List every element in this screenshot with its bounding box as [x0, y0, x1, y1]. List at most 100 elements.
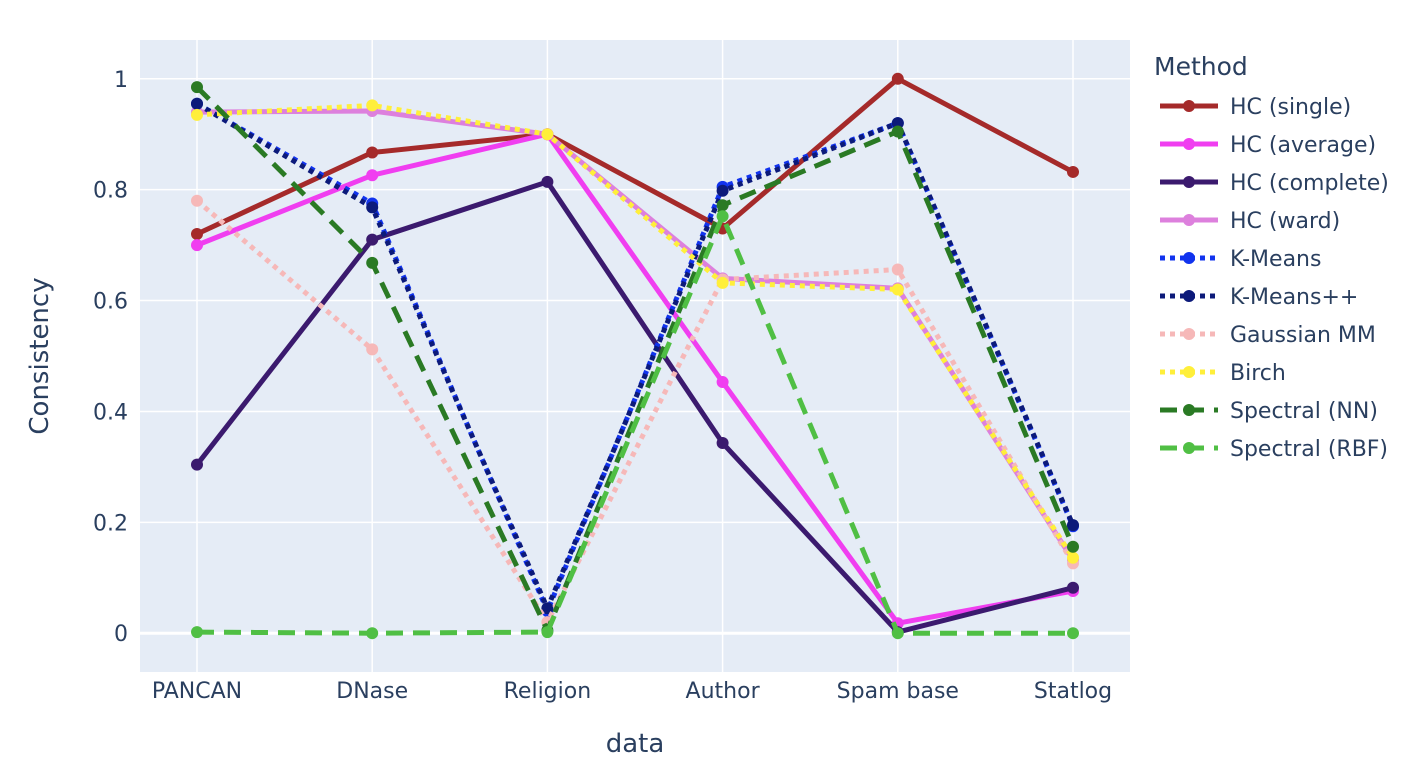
y-tick-label: 0.4	[93, 400, 128, 425]
series-line	[196, 213, 1073, 636]
plot-background	[140, 40, 1130, 672]
data-point	[366, 99, 379, 112]
data-point	[366, 146, 379, 159]
legend-swatch-marker	[1183, 100, 1195, 112]
legend-item: HC (ward)	[1160, 209, 1340, 234]
data-point	[891, 117, 904, 130]
legend-swatch-marker	[1183, 442, 1195, 454]
legend-label: HC (single)	[1230, 95, 1351, 120]
legend-label: HC (complete)	[1230, 171, 1389, 196]
legend-item: K-Means	[1160, 247, 1321, 272]
data-point	[1067, 627, 1079, 640]
legend-swatch-marker	[1183, 290, 1195, 302]
data-point	[1067, 165, 1079, 178]
data-point	[1067, 581, 1079, 594]
data-point	[891, 283, 904, 296]
data-point	[1067, 519, 1079, 532]
data-point	[541, 626, 554, 639]
data-point	[891, 263, 904, 276]
legend-label: HC (average)	[1230, 133, 1376, 158]
legend-item: Spectral (NN)	[1160, 399, 1378, 424]
x-axis-title: data	[606, 729, 665, 759]
data-point	[191, 108, 203, 121]
series-line	[196, 102, 1076, 560]
data-point	[1067, 540, 1079, 553]
data-point	[716, 199, 729, 212]
legend-item: HC (single)	[1160, 95, 1351, 120]
y-tick-label: 0.8	[93, 179, 128, 204]
data-point	[191, 626, 203, 639]
data-point	[891, 627, 904, 640]
legend-swatch-marker	[1183, 176, 1195, 188]
series-line	[195, 85, 1076, 633]
x-tick-label: PANCAN	[152, 679, 242, 704]
data-point	[191, 228, 203, 241]
x-axis-ticks: PANCAN DNase Religion Author Spam base Statlo…	[152, 679, 1112, 704]
legend-swatch-marker	[1183, 252, 1195, 264]
data-point	[191, 81, 203, 94]
data-point	[716, 210, 729, 223]
data-point	[891, 125, 904, 138]
data-point	[366, 169, 379, 182]
data-point	[191, 97, 203, 110]
legend-swatch-marker	[1183, 366, 1195, 378]
y-tick-label: 0.6	[93, 290, 128, 315]
legend-title: Method	[1154, 52, 1248, 81]
data-point	[191, 239, 203, 252]
data-point	[366, 627, 379, 640]
series-spectral-rbf	[191, 210, 1079, 640]
data-point	[1067, 551, 1079, 564]
data-point	[366, 343, 379, 356]
data-point	[366, 201, 379, 214]
y-tick-label: 0.2	[93, 511, 128, 536]
legend-swatch-marker	[1183, 328, 1195, 340]
data-point	[366, 233, 379, 246]
series-line	[195, 198, 1076, 625]
y-tick-label: 1	[114, 68, 128, 93]
series-line	[196, 131, 1074, 626]
data-point	[366, 256, 379, 269]
series-line	[195, 76, 1075, 237]
legend-item: HC (complete)	[1160, 171, 1389, 196]
legend-item: Spectral (RBF)	[1160, 437, 1388, 462]
legend: Method HC (single) HC (average) HC (comple…	[1154, 52, 1389, 462]
x-tick-label: Spam base	[837, 679, 959, 704]
legend-label: Spectral (NN)	[1230, 399, 1378, 424]
legend-item: HC (average)	[1160, 133, 1376, 158]
data-point	[716, 276, 729, 289]
series-line	[195, 101, 1076, 611]
y-axis-title: Consistency	[25, 277, 55, 434]
x-tick-label: Author	[686, 679, 761, 704]
legend-label: Spectral (RBF)	[1230, 437, 1388, 462]
data-point	[716, 376, 729, 389]
legend-label: K-Means	[1230, 247, 1321, 272]
series-birch	[191, 99, 1079, 564]
data-point	[191, 458, 203, 471]
data-point	[891, 72, 904, 85]
legend-swatch-marker	[1183, 214, 1195, 226]
y-tick-label: 0	[114, 622, 128, 647]
y-axis-ticks: 0 0.2 0.4 0.6 0.8 1	[93, 68, 128, 647]
data-point	[716, 437, 729, 450]
data-point	[541, 128, 554, 141]
data-point	[191, 194, 203, 207]
legend-item: Gaussian MM	[1160, 323, 1376, 348]
legend-label: HC (ward)	[1230, 209, 1340, 234]
legend-label: K-Means++	[1230, 285, 1358, 310]
series-line	[195, 179, 1074, 635]
legend-item: Birch	[1160, 361, 1286, 386]
x-tick-label: Religion	[504, 679, 592, 704]
data-point	[716, 184, 729, 197]
legend-label: Birch	[1230, 361, 1286, 386]
legend-item: K-Means++	[1160, 285, 1358, 310]
legend-swatch-marker	[1183, 138, 1195, 150]
legend-swatch-marker	[1183, 404, 1195, 416]
series-hc-complete	[191, 175, 1079, 639]
x-tick-label: DNase	[336, 679, 408, 704]
data-point	[541, 175, 554, 188]
series-layer	[191, 72, 1079, 640]
series-k-means	[191, 97, 1079, 615]
legend-label: Gaussian MM	[1230, 323, 1376, 348]
x-tick-label: Statlog	[1034, 679, 1112, 704]
